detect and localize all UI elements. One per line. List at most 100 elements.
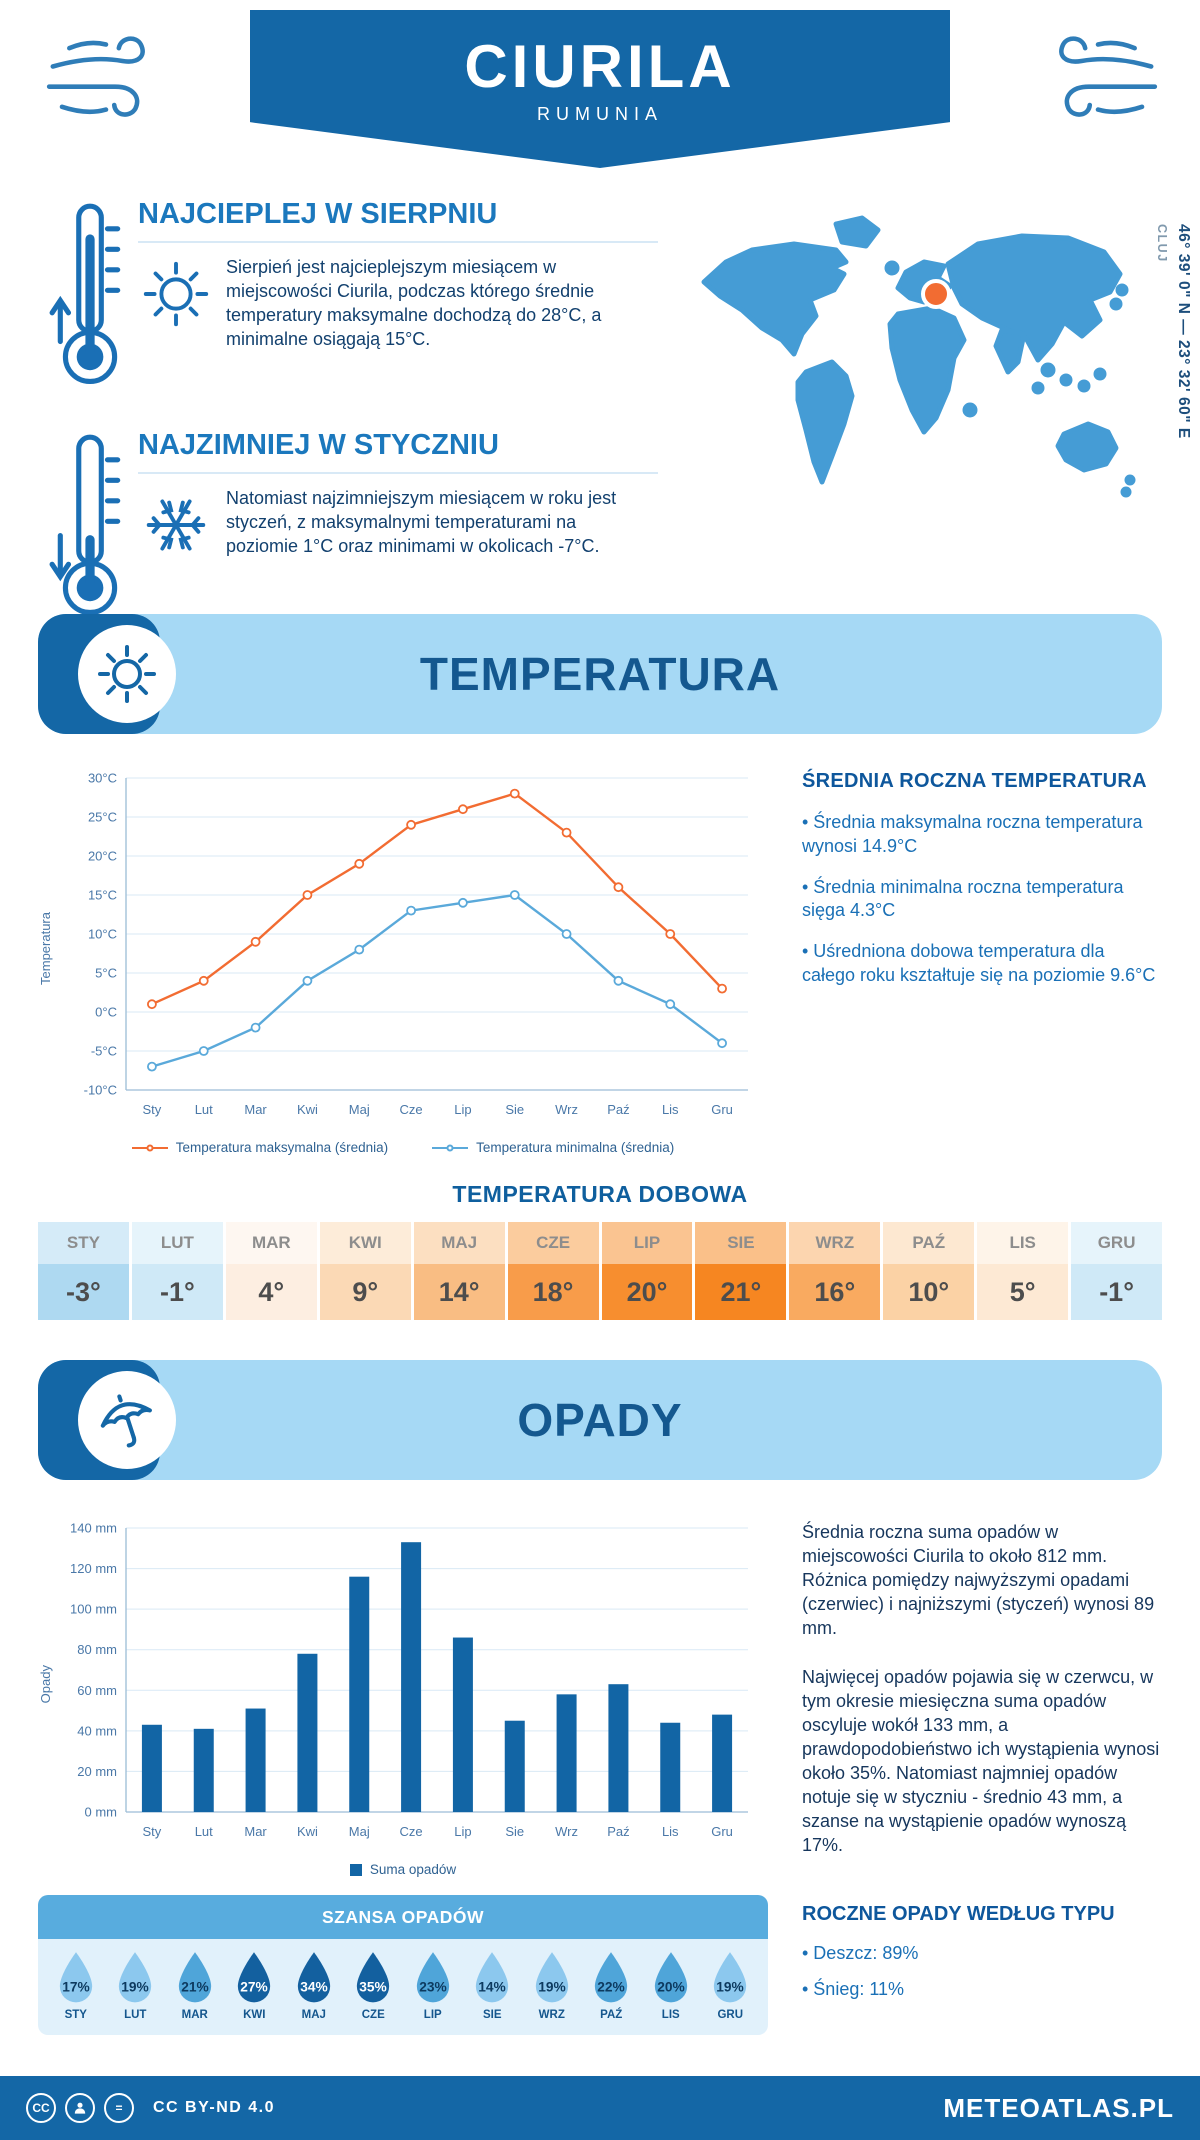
daily-temp-value: 5° [977,1264,1069,1320]
temperature-summary-bullet: • Średnia minimalna roczna temperatura s… [802,876,1124,921]
raindrop-icon: 21% [178,1952,211,2003]
coordinates-label: 46° 39' 0" N — 23° 32' 60" E [1175,224,1192,439]
svg-text:100 mm: 100 mm [70,1602,117,1617]
page-title: CIURILA [464,33,736,100]
precip-chance-item: 19% GRU [701,1951,761,2021]
svg-text:20 mm: 20 mm [77,1764,117,1779]
svg-text:Lip: Lip [454,1824,471,1839]
svg-text:Mar: Mar [244,1102,267,1117]
legend-dot-swatch [146,1144,154,1151]
svg-text:Lis: Lis [662,1102,679,1117]
svg-text:0 mm: 0 mm [85,1805,118,1820]
raindrop-icon: 34% [297,1952,330,2003]
precip-chance-item: 17% STY [46,1951,106,2021]
temperature-chart-column: Temperatura -10°C -5°C 0°C 5°C 10°C 15°C 20°C 2… [38,764,768,1155]
svg-text:19%: 19% [538,1980,566,1995]
daily-month-label: GRU [1071,1222,1163,1264]
svg-text:Maj: Maj [349,1824,370,1839]
svg-text:Sty: Sty [143,1824,162,1839]
wind-icon [46,36,145,117]
svg-text:Gru: Gru [711,1102,733,1117]
cc-by-person-icon [65,2093,95,2123]
precip-chance-month: PAŹ [600,2009,623,2022]
svg-text:10°C: 10°C [88,927,117,942]
precipitation-chance-droplets: 17% STY 19% LUT 21% MAR 27% KWI 34% MAJ 35% CZE 23% L… [38,1939,768,2036]
wind-icon [1059,36,1158,117]
svg-text:Sie: Sie [505,1102,524,1117]
precip-chance-month: LIS [661,2009,680,2022]
svg-text:Mar: Mar [244,1824,267,1839]
legend-dot-swatch [446,1144,454,1151]
world-map [701,215,1136,498]
daily-month-label: WRZ [789,1222,881,1264]
daily-temp-column: KWI 9° [319,1222,411,1320]
daily-temp-column: SIE 21° [695,1222,787,1320]
daily-month-label: PAŹ [883,1222,975,1264]
raindrop-icon: 14% [476,1952,509,2003]
raindrop-icon: 20% [654,1952,687,2003]
precip-chance-month: SIE [482,2009,502,2022]
precipitation-section-band: OPADY [38,1360,1162,1480]
location-marker-icon [921,279,951,309]
precipitation-chart-ylabel: Opady [38,1664,53,1704]
precip-chance-item: 21% MAR [165,1951,225,2021]
sun-icon [143,261,209,327]
precipitation-type-bullets: • Deszcz: 89% • Śnieg: 11% [802,1942,1162,2002]
cc-nd-icon: = [104,2093,134,2123]
temperature-content: Temperatura -10°C -5°C 0°C 5°C 10°C 15°C 20°C 2… [38,764,1162,1155]
daily-temp-column: WRZ 16° [789,1222,881,1320]
temperature-summary-title: ŚREDNIA ROCZNA TEMPERATURA [802,770,1147,792]
warmest-month-block: NAJCIEPLEJ W SIERPNIU Sierpień jest [48,198,658,403]
page-subtitle: RUMUNIA [537,104,663,124]
svg-text:25°C: 25°C [88,810,117,825]
precipitation-chance-title: SZANSA OPADÓW [38,1895,768,1940]
legend-item: Temperatura minimalna (średnia) [432,1140,674,1155]
precip-chance-item: 27% KWI [225,1951,285,2021]
temperature-section-title: TEMPERATURA [419,648,781,700]
intro-section: NAJCIEPLEJ W SIERPNIU Sierpień jest [0,198,1200,616]
precipitation-type-bullet: • Śnieg: 11% [802,1979,905,2000]
daily-temp-column: CZE 18° [507,1222,599,1320]
precip-chance-month: GRU [717,2009,744,2022]
svg-text:40 mm: 40 mm [77,1723,117,1738]
precipitation-icon-circle [78,1371,176,1469]
hero-header: CIURILA RUMUNIA [0,0,1200,176]
precipitation-content: Opady 0 mm 20 mm 40 mm 60 mm 80 mm 100 mm 120 … [38,1514,1162,1881]
precipitation-chart-column: Opady 0 mm 20 mm 40 mm 60 mm 80 mm 100 mm 120 … [38,1514,768,1881]
raindrop-icon: 19% [535,1952,568,2003]
precip-chance-month: MAJ [301,2009,326,2022]
precip-chance-item: 14% SIE [463,1951,523,2021]
precip-chance-month: LUT [124,2009,147,2022]
svg-text:-10°C: -10°C [84,1083,117,1098]
temperature-summary-bullet: • Uśredniona dobowa temperatura dla całe… [802,941,1156,985]
raindrop-icon: 35% [357,1952,390,2003]
svg-text:-5°C: -5°C [91,1044,117,1059]
svg-text:30°C: 30°C [88,771,117,786]
svg-text:140 mm: 140 mm [70,1521,117,1536]
daily-temp-column: LIP 20° [601,1222,693,1320]
daily-temp-column: STY -3° [38,1222,129,1320]
precip-chance-item: 19% LUT [106,1951,166,2021]
thermometer-warm-icon [49,203,121,385]
warmest-text: Sierpień jest najcieplejszym miesiącem w… [226,257,602,349]
thermometer-cold-icon [49,434,121,616]
svg-text:Gru: Gru [711,1824,733,1839]
svg-text:120 mm: 120 mm [70,1561,117,1576]
coordinates-block: CLUJ 46° 39' 0" N — 23° 32' 60" E [1155,224,1192,439]
precip-chance-month: WRZ [538,2009,565,2022]
svg-text:23%: 23% [419,1980,447,1995]
svg-text:22%: 22% [598,1980,626,1995]
precip-chance-item: 23% LIP [403,1951,463,2021]
raindrop-icon: 22% [595,1952,628,2003]
daily-temp-value: 18° [507,1264,599,1320]
precipitation-section-title: OPADY [517,1394,683,1446]
precipitation-chart-legend: Suma opadów [38,1862,768,1877]
raindrop-icon: 27% [238,1952,271,2003]
svg-text:60 mm: 60 mm [77,1683,117,1698]
svg-text:Paź: Paź [607,1824,629,1839]
svg-text:Lip: Lip [454,1102,471,1117]
coldest-text: Natomiast najzimniejszym miesiącem w rok… [226,488,617,556]
coldest-month-block: NAJZIMNIEJ W STYCZNIU [48,429,658,634]
precip-chance-month: KWI [243,2009,266,2022]
